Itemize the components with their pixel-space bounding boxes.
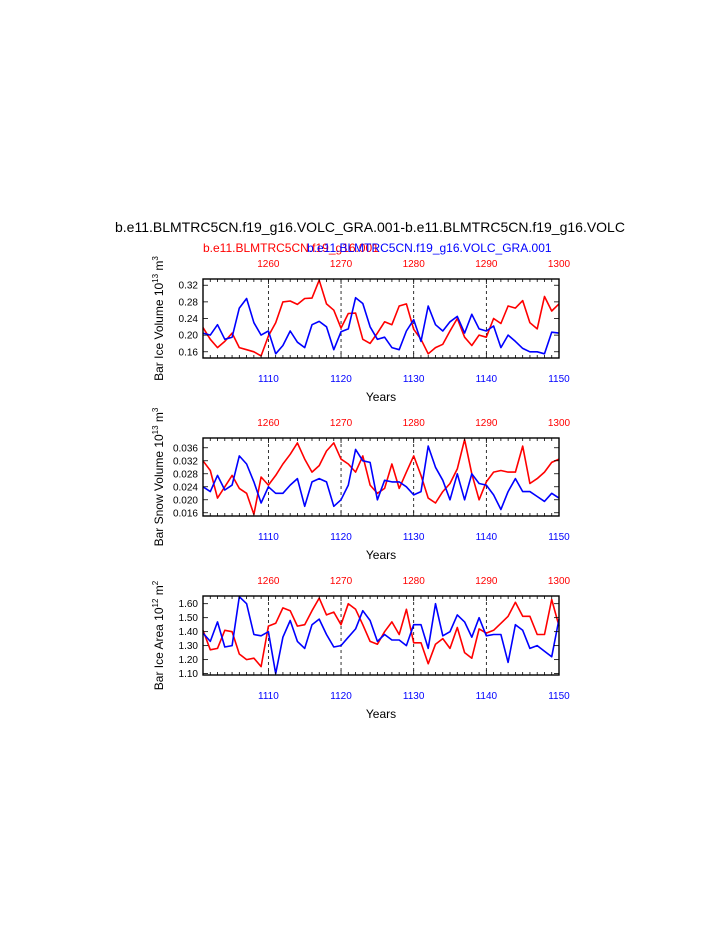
y-tick-label: 1.20 (179, 655, 199, 666)
series-line-red (202, 279, 560, 357)
y-tick-label: 0.028 (173, 469, 198, 480)
series-line-blue (202, 445, 560, 511)
top-tick-label: 1270 (330, 418, 353, 429)
y-tick-label: 0.036 (173, 443, 198, 454)
bottom-tick-label: 1140 (476, 374, 498, 385)
top-tick-label: 1290 (475, 259, 498, 270)
top-tick-label: 1290 (475, 418, 498, 429)
y-tick-label: 1.10 (179, 669, 199, 680)
top-tick-label: 1290 (475, 576, 498, 587)
chart-panel-3: 1110 1120 1130 1140 1150 1260 1270 1280 1290 1300… (151, 576, 571, 721)
top-tick-label: 1300 (548, 576, 571, 587)
y-tick-label: 0.032 (173, 456, 198, 467)
bottom-tick-label: 1130 (403, 532, 425, 543)
y-tick-label: 0.16 (179, 347, 199, 358)
x-axis-title: Years (366, 548, 396, 562)
top-tick-label: 1260 (257, 418, 280, 429)
y-tick-label: 0.024 (173, 482, 198, 493)
top-tick-label: 1280 (403, 576, 426, 587)
bottom-tick-label: 1150 (548, 532, 570, 543)
top-tick-label: 1300 (548, 418, 571, 429)
bottom-tick-label: 1110 (258, 691, 279, 702)
bottom-tick-label: 1150 (548, 374, 570, 385)
y-tick-label: 0.28 (179, 297, 199, 308)
subtitle-red: b.e11.BLMTRC5CN.f19_g16.001 (203, 241, 379, 255)
panels: 1110 1120 1130 1140 1150 1260 1270 1280 1290 1300… (151, 256, 571, 721)
y-tick-label: 1.60 (179, 599, 199, 610)
top-tick-label: 1280 (403, 259, 426, 270)
y-tick-label: 0.20 (179, 331, 199, 342)
subtitle-blue: b.e11.BLMTRC5CN.f19_g16.VOLC_GRA.001 (307, 241, 552, 255)
top-tick-label: 1270 (330, 259, 353, 270)
top-tick-label: 1270 (330, 576, 353, 587)
bottom-tick-label: 1110 (258, 374, 279, 385)
bottom-tick-label: 1140 (476, 691, 498, 702)
x-axis-title: Years (366, 707, 396, 721)
y-tick-label: 0.016 (173, 508, 198, 519)
y-axis-title: Bar Ice Volume 1013 m3 (151, 256, 166, 381)
bottom-tick-label: 1140 (476, 532, 498, 543)
main-title: b.e11.BLMTRC5CN.f19_g16.VOLC_GRA.001-b.e… (115, 219, 625, 235)
y-tick-label: 0.24 (179, 314, 199, 325)
top-tick-label: 1300 (548, 259, 571, 270)
series-line-blue (202, 595, 560, 675)
bottom-tick-label: 1130 (403, 374, 425, 385)
y-axis-title: Bar Ice Area 1012 m2 (151, 580, 166, 690)
bottom-tick-label: 1110 (258, 532, 279, 543)
y-tick-label: 1.40 (179, 627, 199, 638)
plot-frame (202, 595, 560, 676)
bottom-tick-label: 1130 (403, 691, 425, 702)
chart-panel-1: 1110 1120 1130 1140 1150 1260 1270 1280 1290 1300… (151, 256, 571, 404)
y-tick-label: 0.32 (179, 281, 199, 292)
bottom-tick-label: 1120 (330, 532, 352, 543)
plot-frame (202, 437, 560, 517)
y-axis-title: Bar Snow Volume 1013 m3 (151, 407, 166, 546)
y-tick-label: 0.020 (173, 495, 198, 506)
top-tick-label: 1260 (257, 259, 280, 270)
bottom-tick-label: 1120 (330, 691, 352, 702)
top-tick-label: 1260 (257, 576, 280, 587)
top-tick-label: 1280 (403, 418, 426, 429)
x-axis-title: Years (366, 390, 396, 404)
bottom-tick-label: 1120 (330, 374, 352, 385)
y-tick-label: 1.30 (179, 641, 199, 652)
chart-panel-2: 1110 1120 1130 1140 1150 1260 1270 1280 1290 1300… (151, 407, 571, 562)
series-line-blue (202, 296, 560, 355)
bottom-tick-label: 1150 (548, 691, 570, 702)
y-tick-label: 1.50 (179, 613, 199, 624)
